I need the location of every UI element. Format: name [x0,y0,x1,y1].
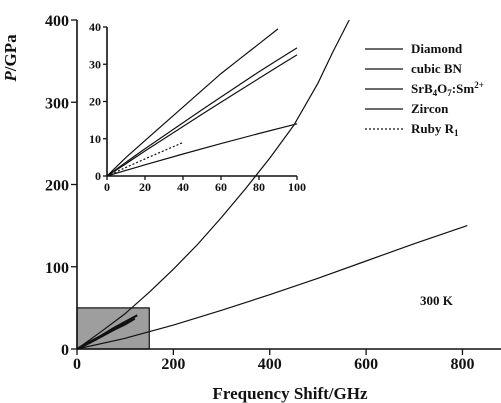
legend-label-zircon: Zircon [411,101,449,116]
inset-series-ruby-r1 [106,141,184,177]
legend-label-srb4o7-sm2: SrB4O7:Sm2+ [411,80,484,98]
main-y-tick-label: 0 [61,342,69,359]
inset-series-diamond [106,28,279,177]
main-x-tick-label: 200 [161,356,185,373]
inset-plot: 0 20 40 60 80 100 0 10 20 30 40 [89,20,306,194]
main-y-tick-label: 100 [45,260,69,277]
y-axis-title: P/GPa [1,34,20,83]
legend-label-diamond: Diamond [411,41,463,56]
main-series-ruby-r1 [76,339,97,350]
legend-label-part: 1 [454,128,459,138]
inset-y-tick-label: 30 [89,57,101,71]
inset-x-tick-label: 60 [215,180,227,194]
main-series-srb4o7-sm2 [76,317,136,350]
inset-x-tick-label: 100 [288,180,306,194]
legend-label-part: O [437,81,447,96]
main-y-tick-label: 200 [45,178,69,195]
main-x-tick-label: 800 [450,356,474,373]
main-x-tick-label: 0 [73,356,81,373]
legend: Diamond cubic BN SrB4O7:Sm2+ Zircon Ruby R1 [365,41,484,138]
inset-x-tick-label: 80 [253,180,265,194]
legend-label-part: 7 [447,88,452,98]
x-axis-title: Frequency Shift/GHz [212,384,367,403]
inset-y-tick-label: 20 [89,95,101,109]
main-y-tick-label: 400 [45,13,69,30]
inset-series-zircon [106,123,298,177]
inset-x-tick-label: 0 [104,180,110,194]
inset-x-tick-label: 20 [139,180,151,194]
main-x-tick-label: 600 [354,356,378,373]
inset-series-srb4o7-sm2 [106,54,298,177]
y-axis-title-symbol: P [1,71,20,83]
legend-label-part: :Sm [452,81,475,96]
main-y-tick-label: 300 [45,95,69,112]
temperature-annotation: 300 K [420,293,454,308]
legend-label-part: Ruby R [411,121,455,136]
inset-x-tick-label: 40 [177,180,189,194]
inset-y-tick-label: 0 [95,169,101,183]
legend-label-part: 4 [433,88,438,98]
main-series-zircon [76,225,468,350]
legend-label-ruby-r1: Ruby R1 [411,121,459,138]
legend-label-part: SrB [411,81,433,96]
inset-y-tick-label: 40 [89,20,101,34]
main-x-tick-label: 400 [258,356,282,373]
inset-y-tick-label: 10 [89,132,101,146]
inset-series-cubic-bn [106,47,298,177]
main-series-diamond [76,19,350,350]
y-axis-title-unit: /GPa [1,34,20,72]
legend-label-cubic-bn: cubic BN [411,61,463,76]
legend-label-part: 2+ [474,80,484,90]
